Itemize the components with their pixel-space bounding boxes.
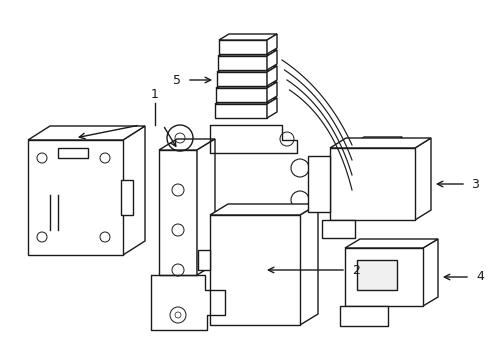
Polygon shape [345,239,437,248]
Polygon shape [266,82,276,102]
Polygon shape [159,139,215,150]
Polygon shape [218,56,266,70]
Polygon shape [217,66,276,72]
Polygon shape [218,50,276,56]
Polygon shape [422,239,437,306]
Polygon shape [215,104,266,118]
Polygon shape [329,138,430,148]
Polygon shape [216,88,266,102]
Text: 4: 4 [475,270,483,284]
Polygon shape [28,126,145,140]
Polygon shape [345,248,422,306]
Polygon shape [307,156,329,212]
Text: 1: 1 [151,89,159,102]
Polygon shape [356,260,396,290]
Polygon shape [219,40,266,54]
Polygon shape [351,145,389,173]
Polygon shape [266,34,276,54]
Polygon shape [121,180,133,215]
Polygon shape [198,250,209,270]
Polygon shape [321,220,354,238]
Polygon shape [329,148,414,220]
Polygon shape [123,126,145,255]
Polygon shape [28,140,123,255]
Polygon shape [219,34,276,40]
Polygon shape [58,148,88,158]
Polygon shape [266,50,276,70]
Text: 3: 3 [470,177,478,190]
Polygon shape [266,66,276,86]
Polygon shape [389,137,401,173]
Polygon shape [339,306,387,326]
Polygon shape [209,215,299,325]
Polygon shape [159,150,197,275]
Polygon shape [215,98,276,104]
Polygon shape [266,98,276,118]
Polygon shape [217,72,266,86]
Polygon shape [351,137,401,145]
Polygon shape [414,138,430,220]
Polygon shape [209,204,317,215]
Polygon shape [197,139,215,275]
Text: 2: 2 [351,264,359,276]
Polygon shape [216,82,276,88]
Text: 5: 5 [173,73,181,86]
Polygon shape [299,204,317,325]
